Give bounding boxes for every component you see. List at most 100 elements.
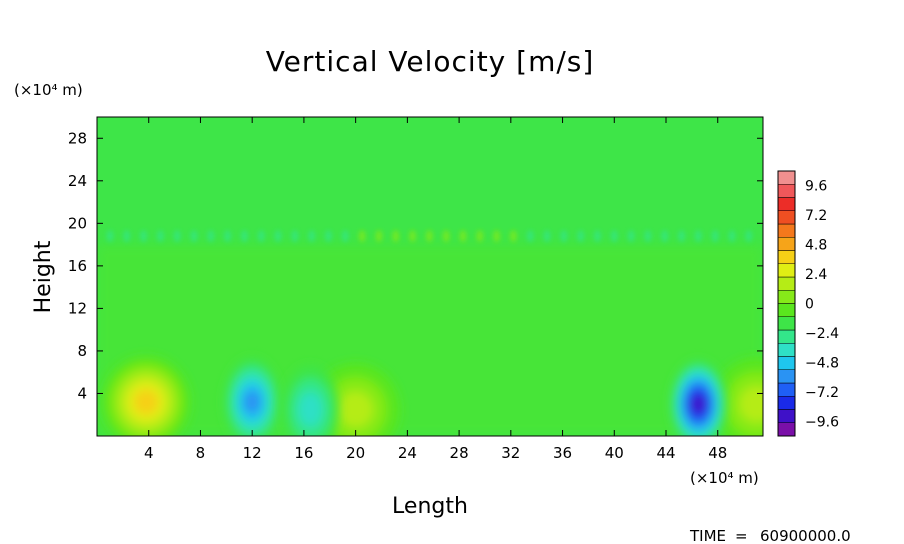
- wave-cell: [324, 230, 332, 243]
- colorbar-swatch: [777, 210, 796, 225]
- wave-cell: [173, 230, 181, 243]
- colorbar-label: 0: [805, 297, 814, 313]
- y-tick-label: 28: [68, 129, 87, 147]
- wave-cell: [476, 230, 484, 243]
- colorbar-swatch: [777, 316, 796, 331]
- field-feature-updraft: [102, 355, 191, 436]
- x-axis-unit: (×10⁴ m): [690, 469, 759, 487]
- colorbar-swatch: [777, 303, 796, 317]
- wave-cell: [425, 230, 433, 243]
- x-tick-label: 32: [501, 444, 520, 462]
- plot-area: [96, 116, 764, 437]
- x-tick-label: 4: [144, 444, 154, 462]
- colorbar-swatch: [777, 369, 796, 384]
- wave-cell: [392, 230, 400, 243]
- y-tick-label: 4: [77, 384, 87, 402]
- colorbar-swatch: [777, 356, 796, 370]
- colorbar: 9.6 7.2 4.8 2.4 0 −2.4 −4.8 −7.2 −9.6: [777, 170, 839, 437]
- wave-cell: [694, 230, 702, 243]
- wave-cell: [207, 230, 215, 243]
- wave-cell: [257, 230, 265, 243]
- colorbar-swatch: [777, 263, 796, 278]
- wave-cell: [123, 230, 131, 243]
- x-axis-label: Length: [392, 494, 468, 519]
- x-tick-label: 40: [605, 444, 624, 462]
- x-tick-label: 36: [553, 444, 572, 462]
- colorbar-label: −9.6: [805, 414, 839, 430]
- colorbar-swatch: [777, 276, 796, 291]
- wave-cell: [509, 230, 517, 243]
- wave-cell: [240, 230, 248, 243]
- y-axis-ticks: 4 8 12 16 20 24 28: [68, 129, 763, 402]
- y-axis-label: Height: [31, 240, 56, 313]
- colorbar-label: 9.6: [805, 179, 827, 195]
- wave-cell: [627, 230, 635, 243]
- colorbar-swatch: [777, 223, 796, 238]
- wave-cell: [224, 230, 232, 243]
- wave-cell: [140, 230, 148, 243]
- time-equals: =: [735, 527, 748, 544]
- field-lower-layer: [97, 244, 763, 436]
- chart-title: Vertical Velocity [m/s]: [266, 45, 595, 78]
- x-axis-ticks: 4 8 12 16 20 24 28 32 36 40 44 48: [144, 117, 727, 462]
- y-axis-unit: (×10⁴ m): [14, 81, 83, 99]
- colorbar-label: 2.4: [805, 267, 827, 283]
- wave-cell: [375, 230, 383, 243]
- wave-cell: [190, 230, 198, 243]
- wave-cell: [526, 230, 534, 243]
- x-tick-label: 44: [656, 444, 675, 462]
- colorbar-swatch: [777, 422, 796, 437]
- field-feature-downdraft: [224, 357, 281, 436]
- colorbar-swatch: [777, 396, 796, 410]
- x-tick-label: 20: [346, 444, 365, 462]
- x-tick-label: 24: [398, 444, 417, 462]
- time-value: 60900000.0: [760, 527, 851, 544]
- wave-cell: [661, 230, 669, 243]
- y-tick-label: 24: [68, 172, 87, 190]
- wave-cell: [409, 230, 417, 243]
- x-tick-label: 28: [450, 444, 469, 462]
- y-tick-label: 16: [68, 257, 87, 275]
- wave-cell: [728, 230, 736, 243]
- colorbar-label: 7.2: [805, 208, 827, 224]
- wave-cell: [593, 230, 601, 243]
- wave-cell: [308, 230, 316, 243]
- colorbar-label: −2.4: [805, 326, 839, 342]
- velocity-field: [97, 230, 763, 436]
- colorbar-swatch: [777, 290, 796, 304]
- contour-level: [739, 386, 763, 423]
- wave-cell: [644, 230, 652, 243]
- wave-cell: [560, 230, 568, 243]
- wave-cell: [274, 230, 282, 243]
- colorbar-swatch: [777, 329, 796, 344]
- y-tick-label: 8: [77, 342, 87, 360]
- colorbar-swatch: [777, 184, 796, 198]
- wave-cell: [711, 230, 719, 243]
- colorbar-swatch: [777, 197, 796, 211]
- colorbar-label: 4.8: [805, 238, 827, 254]
- time-label: TIME: [689, 527, 726, 544]
- colorbar-frame: [777, 170, 796, 437]
- y-tick-label: 12: [68, 299, 87, 317]
- wave-cell: [442, 230, 450, 243]
- colorbar-label: −7.2: [805, 385, 839, 401]
- contour-level: [243, 389, 261, 414]
- wave-cell: [745, 230, 753, 243]
- colorbar-swatch: [777, 409, 796, 423]
- x-tick-label: 12: [243, 444, 262, 462]
- contour-level: [134, 389, 159, 415]
- contour-level: [691, 395, 706, 414]
- wave-cell: [291, 230, 299, 243]
- time-readout: TIME = 60900000.0: [689, 527, 851, 544]
- colorbar-swatch: [777, 170, 796, 185]
- colorbar-swatch: [777, 382, 796, 397]
- wave-cell: [459, 230, 467, 243]
- colorbar-swatch: [777, 250, 796, 264]
- wave-cell: [610, 230, 618, 243]
- field-feature-downdraft: [282, 365, 339, 436]
- wave-cell: [577, 230, 585, 243]
- wave-cell: [156, 230, 164, 243]
- colorbar-label: −4.8: [805, 355, 839, 371]
- y-tick-label: 20: [68, 214, 87, 232]
